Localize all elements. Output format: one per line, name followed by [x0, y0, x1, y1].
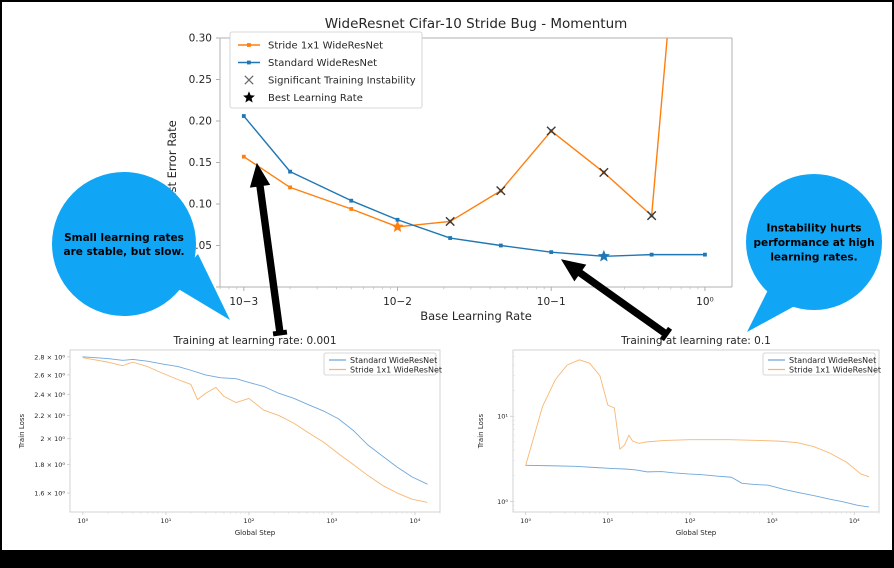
chart-text: 0.25 — [189, 74, 212, 86]
chart-text: Standard WideResNet — [350, 356, 437, 365]
chart-text: Significant Training Instability — [268, 76, 416, 87]
chart-text: 0.20 — [189, 116, 212, 128]
chart-text: Base Learning Rate — [420, 309, 532, 323]
chart-text: 10¹ — [602, 517, 613, 525]
chart-text: Standard WideResNet — [268, 58, 377, 69]
chart-text: 10⁰ — [77, 517, 88, 525]
subplot-lr-0001: 10⁰ 10¹ 10² 10³ 10⁴ 1.6 × 10⁰ 1.8 × 10⁰ 2 × 10⁰… — [18, 335, 442, 537]
chart-text: 10⁰ — [520, 517, 531, 525]
chart-text: 1.8 × 10⁰ — [34, 461, 65, 469]
right-speech-bubble-line: performance at high — [753, 237, 874, 249]
chart-text: 2.8 × 10⁰ — [34, 353, 65, 361]
right-speech-bubble: Instability hurts performance at high lear… — [746, 174, 882, 332]
chart-text: 2.4 × 10⁰ — [34, 391, 65, 399]
left-speech-bubble: Small learning rates are stable, but slow… — [52, 172, 230, 320]
right-speech-bubble-line: Instability hurts — [767, 223, 862, 235]
chart-text: Train Loss — [477, 413, 485, 449]
left-callout-arrow — [249, 162, 284, 334]
chart-text: Stride 1x1 WideResNet — [789, 365, 881, 374]
left-speech-bubble-body — [52, 172, 196, 316]
chart-text: 10² — [243, 517, 254, 525]
left-speech-bubble-line: Small learning rates — [64, 232, 184, 244]
chart-text: WideResnet Cifar-10 Stride Bug - Momentu… — [325, 16, 628, 32]
chart-text: 0.10 — [189, 199, 212, 211]
chart-text: Training at learning rate: 0.1 — [620, 335, 771, 347]
right-speech-bubble-body — [746, 174, 882, 310]
chart-text: 2 × 10⁰ — [40, 435, 65, 443]
chart-text: 10³ — [327, 517, 338, 525]
chart-text: 1.6 × 10⁰ — [34, 489, 65, 497]
chart-text: 0.15 — [189, 157, 212, 169]
chart-text: 10⁰ — [497, 498, 508, 506]
chart-text: 10−3 — [229, 296, 258, 308]
chart-text: 10¹ — [497, 413, 508, 421]
right-speech-bubble-line: learning rates. — [770, 251, 857, 263]
figure-canvas: 0.000.050.100.150.200.250.3010−310−210−1… — [2, 2, 892, 550]
chart-text: 2.2 × 10⁰ — [34, 412, 65, 420]
left-speech-bubble-line: are stable, but slow. — [63, 246, 184, 258]
chart-text: 10−1 — [537, 296, 566, 308]
chart-text: Best Learning Rate — [268, 93, 363, 104]
chart-text: 10⁴ — [849, 517, 860, 525]
chart-text: 10⁰ — [696, 296, 714, 308]
chart-text: Global Step — [676, 529, 717, 537]
left-callout-arrow-tail — [272, 329, 288, 337]
right-callout-arrow-tail — [659, 326, 673, 342]
chart-text: Stride 1x1 WideResNet — [350, 365, 442, 374]
chart-text: 10³ — [767, 517, 778, 525]
chart-text: 10¹ — [160, 517, 171, 525]
chart-text: Test Error Rate — [165, 120, 179, 205]
right-callout-arrow — [560, 259, 669, 338]
chart-text: Stride 1x1 WideResNet — [268, 41, 383, 52]
main-chart: 0.000.050.100.150.200.250.3010−310−210−1… — [165, 16, 733, 323]
chart-text: Train Loss — [18, 413, 26, 449]
chart-text: Global Step — [235, 529, 276, 537]
annotation-layer: Small learning rates are stable, but slow… — [52, 162, 882, 342]
chart-text: 2.6 × 10⁰ — [34, 371, 65, 379]
chart-text: 0.30 — [189, 33, 212, 45]
chart-text: Standard WideResNet — [789, 356, 876, 365]
chart-text: Training at learning rate: 0.001 — [172, 335, 336, 347]
chart-text: 10² — [685, 517, 696, 525]
chart-text: 10⁴ — [410, 517, 421, 525]
subplot-lr-01: 10⁰ 10¹ 10² 10³ 10⁴ 10⁰ 10¹ Global Step Train Lo… — [477, 335, 881, 537]
chart-text: 10−2 — [383, 296, 412, 308]
